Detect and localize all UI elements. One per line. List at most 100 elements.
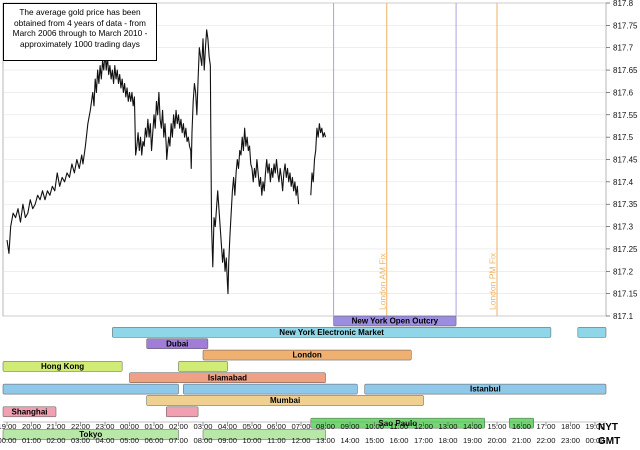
x-tick-label-gmt: 17:00: [414, 436, 433, 445]
market-hours: New York Open Outcry New York Electronic …: [2, 315, 607, 440]
x-tick-label-gmt: 21:00: [512, 436, 531, 445]
market-bar: [202, 429, 326, 440]
market-bar: [166, 406, 199, 418]
market-bar: [178, 361, 228, 372]
market-bar: [112, 327, 552, 338]
market-label: London: [292, 351, 321, 360]
y-tick-label: 817.4: [613, 178, 634, 187]
x-tick-label-gmt: 09:00: [218, 436, 237, 445]
market-label: Istanbul: [470, 385, 501, 394]
y-tick-label: 817.25: [613, 245, 638, 254]
market-bar: [577, 327, 607, 338]
y-tick-label: 817.1: [613, 312, 634, 321]
market-bar: [129, 372, 326, 383]
x-tick-label-nyt: 19:00: [0, 422, 17, 431]
x-tick-label-gmt: 22:00: [536, 436, 555, 445]
x-tick-label-gmt: 18:00: [438, 436, 457, 445]
x-tick-label-nyt: 15:00: [487, 422, 506, 431]
market-bar: [2, 406, 57, 418]
y-axis: 817.1 817.15 817.2 817.25 817.3 817.35 817.4 81…: [606, 0, 638, 321]
x-tick-label-gmt: 02:00: [46, 436, 65, 445]
y-tick-label: 817.6: [613, 88, 634, 97]
x-tick-label-gmt: 20:00: [487, 436, 506, 445]
market-label: Tokyo: [79, 430, 102, 439]
x-tick-label-nyt: 08:00: [316, 422, 335, 431]
market-bar: [310, 417, 485, 429]
market-bar: [2, 429, 179, 440]
market-label: New York Electronic Market: [279, 328, 384, 337]
x-tick-label-nyt: 03:00: [193, 422, 212, 431]
reference-lines: London AM Fix London PM Fix: [333, 3, 498, 316]
x-tick-label-gmt: 14:00: [340, 436, 359, 445]
y-tick-label: 817.65: [613, 66, 638, 75]
x-tick-label-gmt: 23:00: [561, 436, 580, 445]
market-label: Dubai: [166, 339, 188, 348]
x-tick-label-nyt: 20:00: [22, 422, 41, 431]
y-tick-label: 817.5: [613, 133, 634, 142]
market-label: Islamabad: [208, 373, 247, 382]
x-tick-label-nyt: 09:00: [340, 422, 359, 431]
note-text: The average gold price has been obtained…: [12, 7, 148, 49]
x-tick-label-gmt: 13:00: [316, 436, 335, 445]
y-tick-label: 817.45: [613, 156, 638, 165]
y-tick-label: 817.3: [613, 223, 634, 232]
y-tick-label: 817.2: [613, 267, 634, 276]
x-tick-label-nyt: 07:00: [291, 422, 310, 431]
x-tick-label-gmt: 00:00: [0, 436, 17, 445]
tz-label-nyt: NYT: [598, 422, 618, 433]
market-bar: [2, 361, 123, 372]
x-tick-label-gmt: 03:00: [71, 436, 90, 445]
x-tick-label-nyt: 00:00: [120, 422, 139, 431]
x-tick-label-nyt: 11:00: [390, 422, 408, 431]
x-tick-label-nyt: 10:00: [365, 422, 384, 431]
tz-label-gmt: GMT: [598, 436, 620, 447]
y-tick-label: 817.35: [613, 200, 638, 209]
price-line: [310, 123, 327, 196]
x-tick-label-nyt: 05:00: [242, 422, 261, 431]
x-tick-label-gmt: 00:00: [585, 436, 604, 445]
x-tick-label-gmt: 19:00: [463, 436, 482, 445]
y-tick-label: 817.7: [613, 44, 634, 53]
market-label: Sao Paulo: [378, 419, 417, 428]
y-tick-label: 817.8: [613, 0, 634, 8]
x-tick-label-nyt: 16:00: [512, 422, 531, 431]
market-label: Mumbai: [270, 396, 300, 405]
x-tick-label-nyt: 12:00: [414, 422, 433, 431]
x-tick-label-nyt: 04:00: [218, 422, 237, 431]
y-tick-label: 817.75: [613, 21, 638, 30]
x-tick-label-gmt: 11:00: [267, 436, 285, 445]
market-label: Hong Kong: [41, 362, 84, 371]
x-tick-label-gmt: 05:00: [120, 436, 139, 445]
x-tick-label-gmt: 07:00: [169, 436, 188, 445]
note-box: The average gold price has been obtained…: [3, 3, 157, 61]
x-tick-label-gmt: 01:00: [22, 436, 41, 445]
x-tick-label-nyt: 01:00: [144, 422, 163, 431]
market-bar: [333, 315, 457, 327]
market-bar: [183, 383, 358, 395]
market-label: Shanghai: [11, 407, 47, 416]
price-series: [6, 29, 327, 295]
market-bar: [364, 383, 607, 395]
market-bar: [202, 349, 412, 361]
x-tick-label-nyt: 13:00: [438, 422, 457, 431]
x-axis: 19:00 20:00 21:00 22:00 23:00 00:00 01:00 02:00…: [0, 421, 620, 447]
y-tick-label: 817.15: [613, 290, 638, 299]
x-tick-label-nyt: 18:00: [561, 422, 580, 431]
x-tick-label-nyt: 14:00: [463, 422, 482, 431]
x-tick-label-nyt: 21:00: [46, 422, 65, 431]
market-bar: [146, 338, 209, 349]
fix-label: London PM Fix: [488, 252, 498, 310]
y-tick-label: 817.55: [613, 111, 638, 120]
fix-label: London AM Fix: [377, 253, 387, 310]
x-tick-label-gmt: 16:00: [389, 436, 408, 445]
x-tick-label-nyt: 02:00: [169, 422, 188, 431]
x-tick-label-gmt: 12:00: [291, 436, 310, 445]
x-tick-label-gmt: 10:00: [242, 436, 261, 445]
market-label: New York Open Outcry: [352, 317, 439, 326]
x-tick-label-nyt: 19:00: [585, 422, 604, 431]
price-line: [6, 29, 300, 295]
x-tick-label-nyt: 23:00: [95, 422, 114, 431]
x-tick-label-gmt: 08:00: [193, 436, 212, 445]
